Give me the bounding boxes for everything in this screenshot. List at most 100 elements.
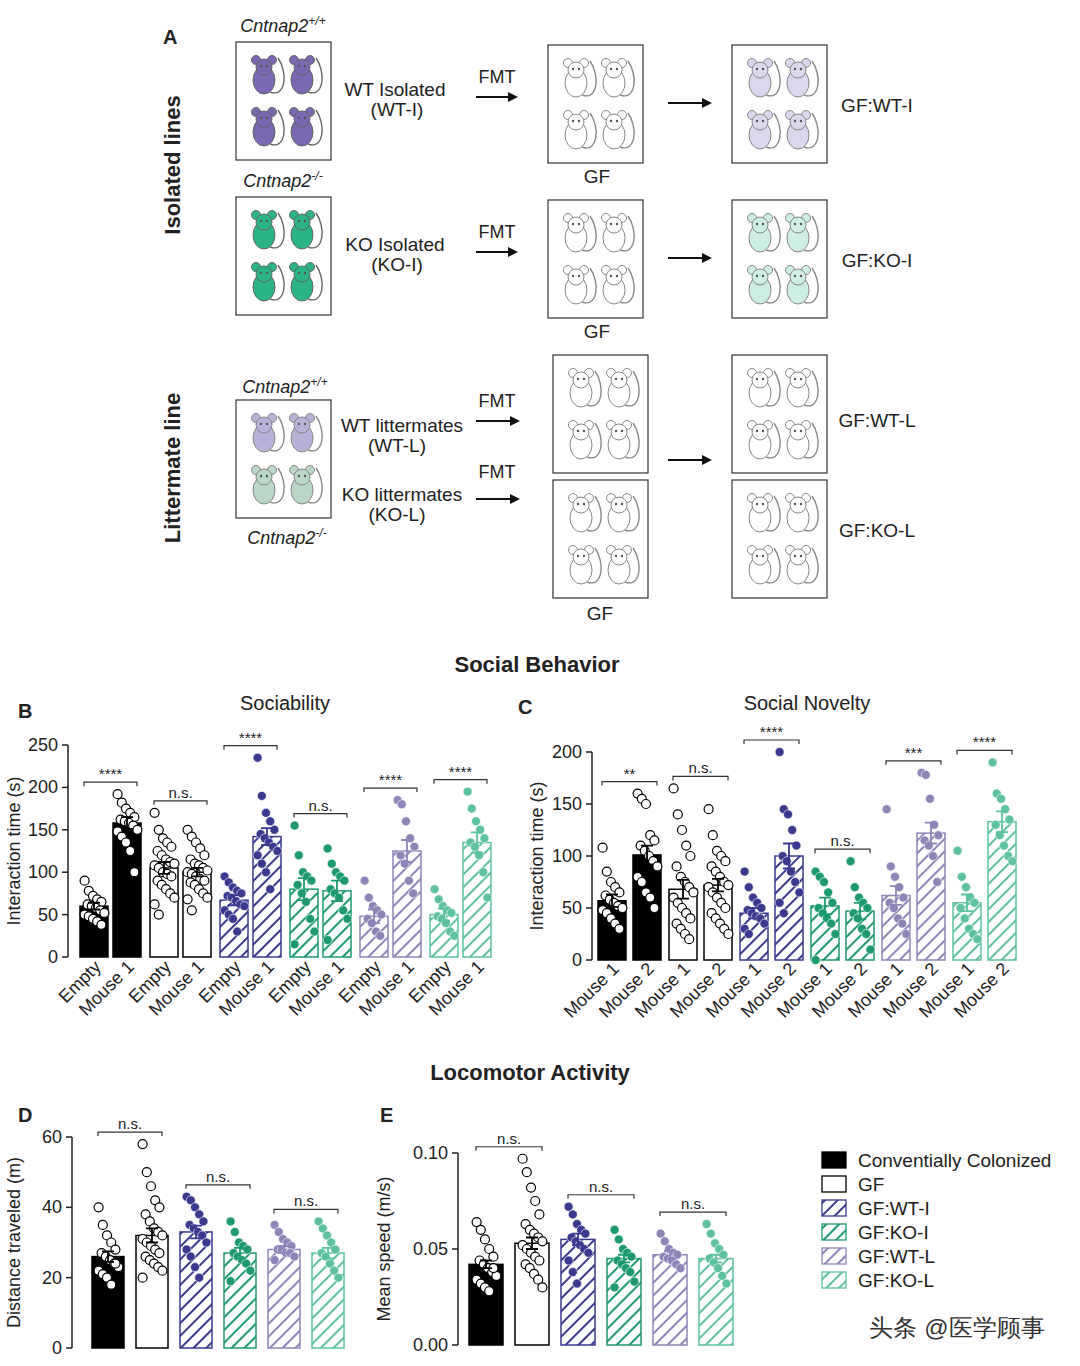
data-point <box>899 893 908 902</box>
mouse-icon <box>786 546 819 585</box>
data-point <box>564 1256 573 1265</box>
bar <box>180 1232 212 1348</box>
data-point <box>294 851 303 860</box>
mouse-icon <box>290 56 323 95</box>
mouse-eye <box>304 117 306 119</box>
mouse-eye <box>762 378 764 380</box>
recipient-label: GF <box>584 166 610 187</box>
y-tick-label: 60 <box>42 1127 62 1147</box>
mouse-eye <box>298 272 300 274</box>
legend-swatch <box>822 1200 846 1216</box>
mouse-head <box>752 549 768 565</box>
bar <box>253 837 281 957</box>
data-point <box>828 898 837 907</box>
data-point <box>158 1266 167 1275</box>
data-point <box>584 1248 593 1257</box>
data-point <box>850 883 859 892</box>
mouse-head <box>790 114 806 130</box>
mouse-head <box>256 59 272 75</box>
data-point <box>846 857 855 866</box>
mouse-head <box>294 417 310 433</box>
gene-name: Cntnap2 <box>240 16 308 36</box>
gene-name: Cntnap2 <box>242 377 310 397</box>
data-point <box>708 831 717 840</box>
mouse-icon <box>290 414 323 453</box>
genotype-label: Cntnap2+/+ <box>240 14 325 36</box>
mouse-icon <box>564 214 597 253</box>
mouse-head <box>568 217 584 233</box>
mouse-eye <box>794 275 796 277</box>
cage-box <box>548 45 643 163</box>
y-tick-label: 150 <box>28 820 58 840</box>
data-point <box>339 906 348 915</box>
y-tick-label: 0 <box>48 947 58 967</box>
y-tick <box>586 959 592 961</box>
legend-swatch <box>822 1152 846 1168</box>
mouse-icon <box>748 369 781 408</box>
mouse-icon <box>748 546 781 585</box>
y-tick <box>66 1277 72 1279</box>
arrow <box>476 498 512 500</box>
data-point <box>924 841 933 850</box>
arrow <box>668 257 704 259</box>
section-title: Social Behavior <box>454 652 620 677</box>
bar <box>80 906 108 957</box>
mouse-head <box>606 217 622 233</box>
mouse-head <box>568 62 584 78</box>
genotype-label: Cntnap2-/- <box>243 169 322 191</box>
data-point <box>199 1217 208 1226</box>
data-point <box>960 914 969 923</box>
data-point <box>791 878 800 887</box>
data-point <box>997 794 1006 803</box>
error-bar <box>677 880 689 899</box>
error-bar <box>234 1248 246 1259</box>
data-point <box>130 868 139 877</box>
mouse-eye <box>800 120 802 122</box>
data-point <box>297 889 306 898</box>
significance-bracket <box>476 1147 542 1151</box>
data-point <box>598 843 607 852</box>
significance-bracket <box>294 814 347 818</box>
mouse-head <box>294 469 310 485</box>
result-label: GF:KO-L <box>839 520 915 541</box>
mouse-head <box>256 111 272 127</box>
data-point <box>827 919 836 928</box>
data-point <box>853 914 862 923</box>
mouse-icon <box>607 369 640 408</box>
bar <box>633 855 661 960</box>
mouse-eye <box>621 503 623 505</box>
error-bar <box>322 1248 334 1259</box>
data-point <box>150 808 159 817</box>
data-point <box>246 1266 255 1275</box>
data-point <box>740 867 749 876</box>
data-point <box>646 893 655 902</box>
plot-area <box>80 753 492 957</box>
mouse-eye <box>610 68 612 70</box>
mouse-eye <box>583 378 585 380</box>
donor-abbr: (WT-I) <box>371 99 424 120</box>
significance-label: n.s. <box>206 1168 230 1185</box>
result-label: GF:WT-I <box>841 95 913 116</box>
bar <box>704 885 732 960</box>
genotype: +/+ <box>308 14 325 28</box>
y-tick <box>62 787 68 789</box>
data-point <box>614 1235 623 1244</box>
data-point <box>782 857 791 866</box>
significance-label: *** <box>905 744 923 761</box>
data-point <box>150 900 159 909</box>
y-tick <box>66 1207 72 1209</box>
data-point <box>685 935 694 944</box>
cage-box <box>732 200 827 318</box>
data-point <box>111 1245 120 1254</box>
data-point <box>463 787 472 796</box>
data-point <box>154 825 163 834</box>
genotype: -/- <box>311 169 322 183</box>
y-axis-label: Mean speed (m/s) <box>374 1176 394 1321</box>
data-point <box>147 1182 156 1191</box>
significance-bracket <box>660 1212 726 1216</box>
y-tick <box>66 1347 72 1349</box>
error-bar <box>331 881 343 901</box>
data-point <box>142 1168 151 1177</box>
significance-bracket <box>274 1209 338 1213</box>
mouse-icon <box>252 56 285 95</box>
